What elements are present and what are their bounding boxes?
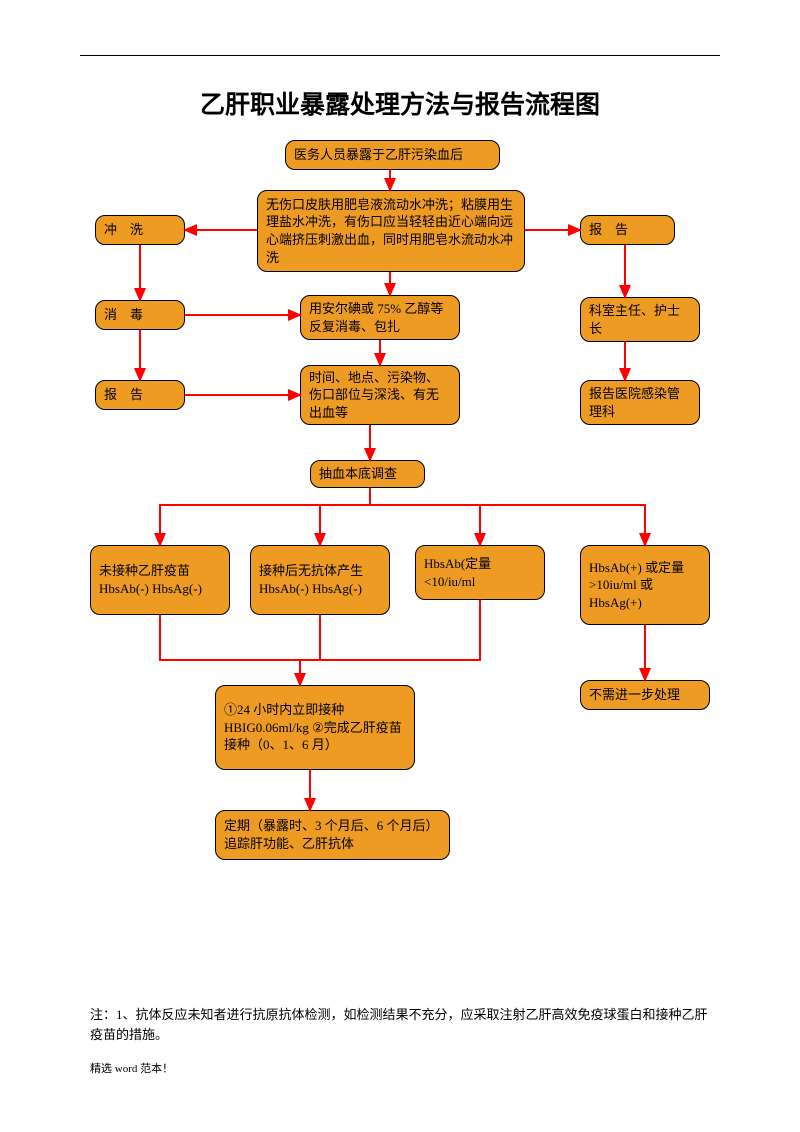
branch-positive: HbsAb(+) 或定量 >10iu/ml 或 HbsAg(+)	[580, 545, 710, 625]
page: 乙肝职业暴露处理方法与报告流程图 医务人员暴露于乙肝污染血后 无伤口皮肤用肥皂液…	[0, 0, 800, 1132]
action-hbig: ①24 小时内立即接种 HBIG0.06ml/kg ②完成乙肝疫苗接种（0、1、…	[215, 685, 415, 770]
node-exposure: 医务人员暴露于乙肝污染血后	[285, 140, 500, 170]
node-hospital-mgmt: 报告医院感染管理科	[580, 380, 700, 425]
branch-low-antibody: HbsAb(定量 <10/iu/ml	[415, 545, 545, 600]
footnote: 注：1、抗体反应未知者进行抗原抗体检测，如检测结果不充分，应采取注射乙肝高效免疫…	[90, 1005, 720, 1044]
side-disinfect: 消 毒	[95, 300, 185, 330]
node-record: 时间、地点、污染物、伤口部位与深浅、有无出血等	[300, 365, 460, 425]
action-none: 不需进一步处理	[580, 680, 710, 710]
footer-text: 精选 word 范本！	[90, 1060, 173, 1076]
node-dept-head: 科室主任、护士长	[580, 297, 700, 342]
node-blood-test: 抽血本底调查	[310, 460, 425, 488]
header-rule	[80, 55, 720, 56]
branch-unvaccinated: 未接种乙肝疫苗 HbsAb(-) HbsAg(-)	[90, 545, 230, 615]
branch-no-antibody: 接种后无抗体产生 HbsAb(-) HbsAg(-)	[250, 545, 390, 615]
page-title: 乙肝职业暴露处理方法与报告流程图	[0, 85, 800, 121]
side-report: 报 告	[580, 215, 675, 245]
action-followup: 定期（暴露时、3 个月后、6 个月后）追踪肝功能、乙肝抗体	[215, 810, 450, 860]
side-report2: 报 告	[95, 380, 185, 410]
side-wash: 冲 洗	[95, 215, 185, 245]
node-wash-detail: 无伤口皮肤用肥皂液流动水冲洗；粘膜用生理盐水冲洗，有伤口应当轻轻由近心端向远心端…	[257, 190, 525, 272]
node-disinfect: 用安尔碘或 75% 乙醇等反复消毒、包扎	[300, 295, 460, 340]
